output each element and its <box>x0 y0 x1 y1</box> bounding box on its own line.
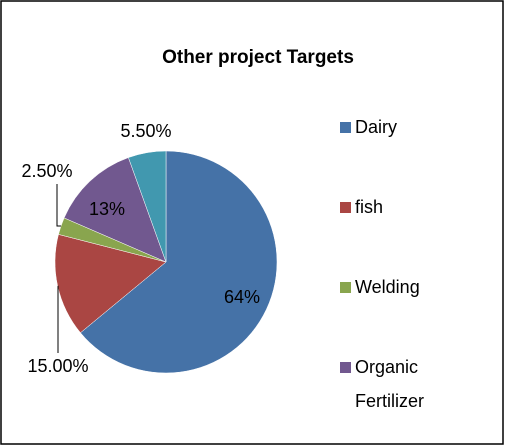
data-label: 5.50% <box>120 121 171 141</box>
legend-swatch <box>340 282 351 293</box>
pie-slice <box>63 157 167 263</box>
data-label: 13% <box>89 199 125 219</box>
legend-swatch <box>340 202 351 213</box>
pie-slice <box>128 150 167 263</box>
data-label: 2.50% <box>21 161 72 181</box>
pie-slice <box>80 150 278 374</box>
legend-swatch <box>340 122 351 133</box>
legend-label: fish <box>355 197 383 217</box>
pie-slice <box>54 234 167 334</box>
data-label: 15.00% <box>27 356 88 376</box>
leader-line <box>56 184 61 227</box>
legend-label: Organic Fertilizer <box>355 357 424 411</box>
legend-label: Welding <box>355 277 420 297</box>
legend-swatch <box>340 362 351 373</box>
legend-label: Dairy <box>355 117 397 137</box>
data-label: 64% <box>224 287 260 307</box>
chart-title: Other project Targets <box>162 47 354 68</box>
